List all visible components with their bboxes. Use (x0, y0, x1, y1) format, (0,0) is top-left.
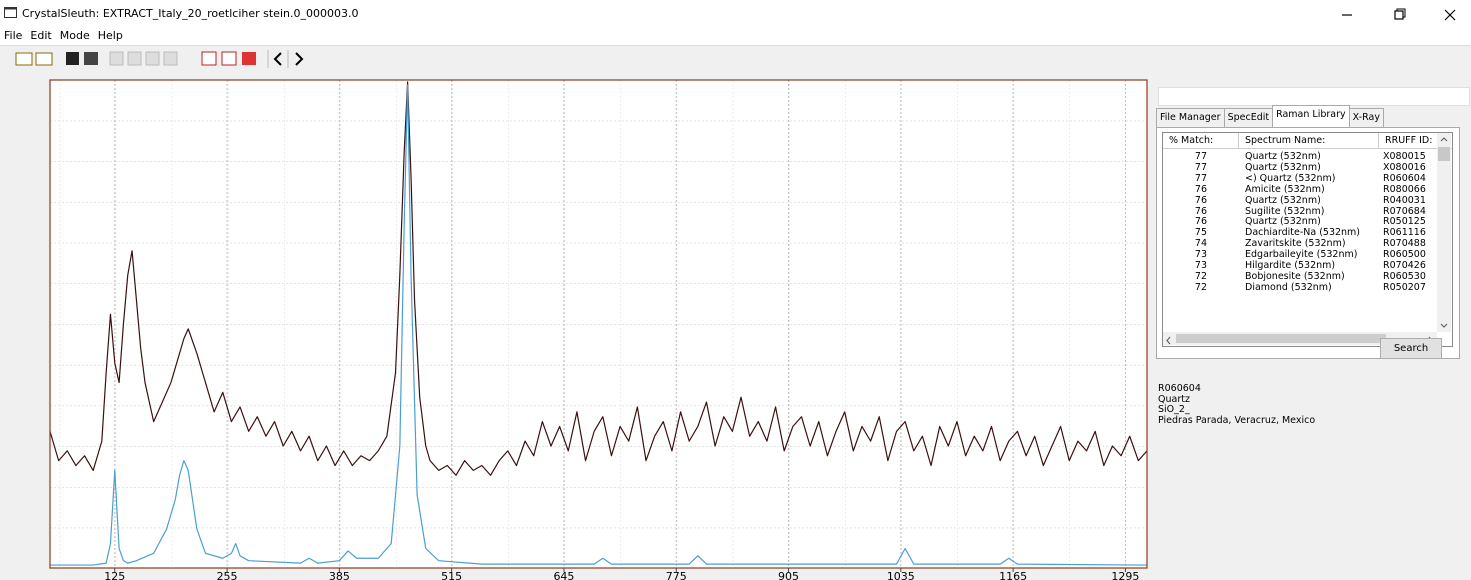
app-icon (4, 7, 17, 18)
tab[interactable]: File Manager (1156, 108, 1225, 127)
id-cell: R050207 (1383, 281, 1426, 293)
horizontal-grid (50, 80, 1147, 568)
toolbar-icons[interactable] (0, 45, 320, 73)
match-cell: 76 (1194, 205, 1207, 217)
x-tick-label: 255 (217, 570, 238, 580)
id-cell: X080015 (1383, 151, 1426, 162)
menu-item[interactable]: Help (97, 29, 123, 42)
match-cell: 76 (1194, 216, 1207, 228)
x-tick-label: 385 (329, 570, 350, 580)
menu-bar: File Edit Mode Help (4, 29, 123, 42)
column-header: % Match: (1163, 133, 1239, 149)
window-title: CrystalSleuth: EXTRACT_Italy_20_roetlcih… (22, 7, 359, 20)
match-cell: 77 (1194, 161, 1207, 173)
toolbar (0, 45, 1471, 74)
scroll-arrows (1440, 137, 1448, 328)
id-cell: R080066 (1383, 183, 1426, 195)
title-bar: CrystalSleuth: EXTRACT_Italy_20_roetlcih… (0, 0, 1471, 28)
name-cell: Dachiardite-Na (532nm) (1245, 227, 1361, 239)
id-cell: R070684 (1383, 205, 1426, 217)
name-cell: <) Quartz (532nm) (1245, 172, 1336, 184)
x-tick-label: 125 (104, 570, 125, 580)
name-cell: Bobjonesite (532nm) (1245, 270, 1345, 282)
spectrum-line (50, 81, 1147, 476)
name-cell: Quartz (532nm) (1245, 194, 1321, 206)
x-tick-label: 1035 (887, 570, 915, 580)
id-cell: R040031 (1383, 194, 1426, 206)
id-cell: X080016 (1383, 161, 1426, 173)
scroll-thumb[interactable] (1438, 147, 1450, 161)
x-tick-label: 775 (666, 570, 687, 580)
id-cell: R060500 (1383, 249, 1426, 261)
grid (114, 80, 1126, 568)
match-cell: 77 (1194, 172, 1207, 184)
x-axis: 125 255 385 515 645 775 905 1035 1165 1295 (104, 568, 1139, 580)
match-cell: 73 (1194, 249, 1207, 261)
detail-line: R060604 (1158, 383, 1201, 394)
detail-line: SiO_2_ (1158, 404, 1190, 415)
menu-item[interactable]: File (4, 29, 23, 42)
menu-item[interactable]: Edit (30, 29, 52, 42)
plot-border (49, 79, 1148, 569)
id-cell: R050125 (1383, 216, 1426, 228)
id-cell: R070426 (1383, 260, 1426, 271)
detail-line: Quartz (1158, 393, 1190, 405)
name-cell: Edgarbaileyite (532nm) (1245, 249, 1358, 261)
match-cell: 77 (1194, 151, 1207, 162)
name-cell: Zavaritskite (532nm) (1245, 238, 1346, 250)
library-table: % Match: Spectrum Name: RRUFF ID: 77 Quartz … (1162, 132, 1453, 347)
id-cell: R070488 (1383, 238, 1426, 250)
name-cell: Quartz (532nm) (1245, 216, 1321, 228)
input-box[interactable] (1158, 87, 1470, 106)
name-cell: Quartz (532nm) (1245, 161, 1321, 173)
vertical-scrollbar[interactable] (1437, 133, 1451, 332)
match-cell: 75 (1194, 227, 1207, 239)
column-header: Spectrum Name: (1239, 133, 1379, 149)
spectrum-details: R060604 Quartz SiO_2_ Piedras Parada, Verac… (1158, 383, 1316, 426)
match-cell: 73 (1194, 260, 1207, 271)
x-tick-label: 1165 (999, 570, 1027, 580)
x-tick-label: 515 (441, 570, 462, 580)
series-group (50, 81, 1147, 566)
name-cell: Sugilite (532nm) (1245, 205, 1325, 217)
x-tick-label: 905 (778, 570, 799, 580)
tab[interactable]: X-Ray (1348, 108, 1384, 127)
match-cell: 72 (1194, 281, 1207, 293)
name-cell: Quartz (532nm) (1245, 151, 1321, 162)
match-cell: 76 (1194, 183, 1207, 195)
id-cell: R060604 (1383, 172, 1426, 184)
id-cell: R060530 (1383, 270, 1426, 282)
column-header: RRUFF ID: (1379, 133, 1452, 149)
match-cell: 76 (1194, 194, 1207, 206)
id-cell: R061116 (1383, 227, 1426, 239)
window-controls[interactable] (1336, 4, 1466, 24)
x-tick-label: 645 (553, 570, 574, 580)
menu-item[interactable]: Mode (59, 29, 90, 42)
tab[interactable]: SpecEdit (1223, 108, 1274, 127)
match-cell: 74 (1194, 238, 1207, 250)
spectrum-line (50, 84, 1147, 566)
match-cell: 72 (1194, 270, 1207, 282)
spectrum-chart: 125 255 385 515 645 775 905 1035 1165 1295 (49, 79, 1148, 580)
tab[interactable]: Raman Library (1272, 105, 1350, 127)
x-tick-label: 1295 (1111, 570, 1139, 580)
search-button[interactable]: Search (1380, 338, 1442, 359)
tab-strip: File Manager SpecEdit Raman Library X-Ray (1156, 105, 1384, 128)
name-cell: Amicite (532nm) (1245, 183, 1325, 195)
scroll-thumb[interactable] (1176, 334, 1386, 343)
name-cell: Hilgardite (532nm) (1245, 260, 1336, 271)
name-cell: Diamond (532nm) (1245, 281, 1332, 293)
detail-line: Piedras Parada, Veracruz, Mexico (1158, 414, 1316, 426)
